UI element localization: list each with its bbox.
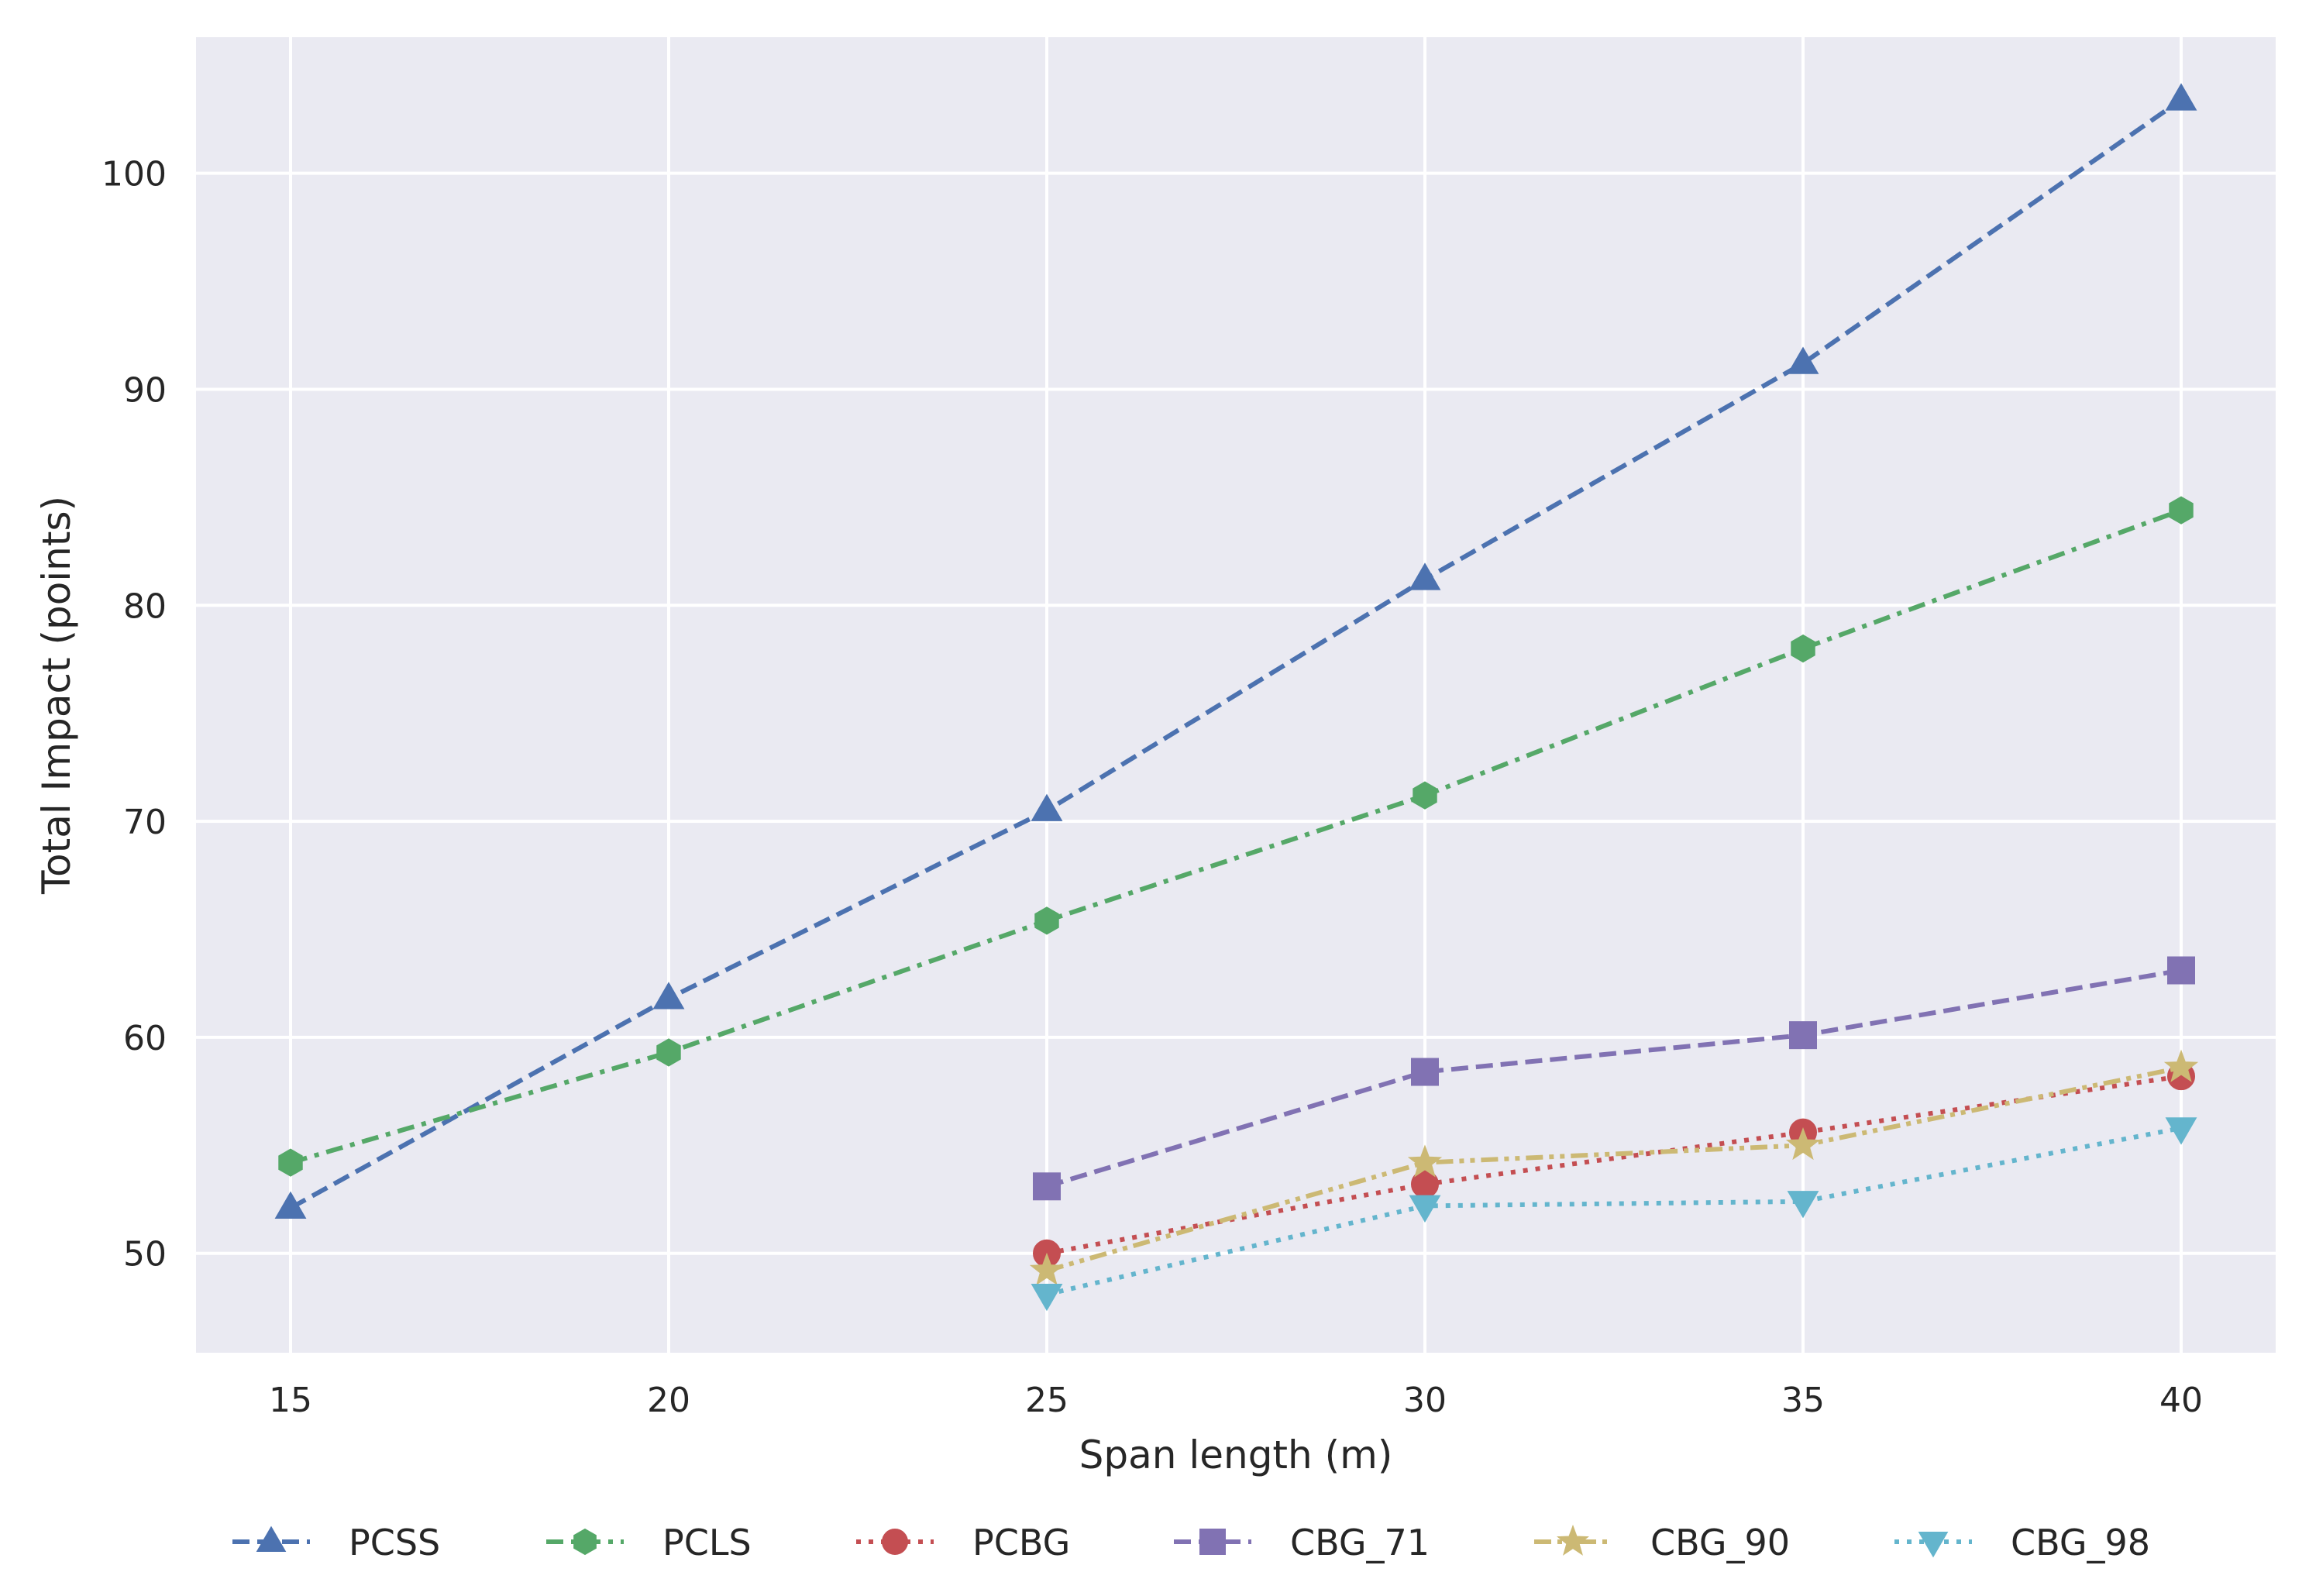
series-cbg-90 (1029, 1049, 2199, 1285)
y-tick-label: 100 (102, 155, 167, 194)
legend-item: PCBG (856, 1522, 1070, 1563)
series-line (289, 98, 2183, 1210)
data-point (2165, 83, 2197, 111)
legend-label: CBG_71 (1290, 1522, 1430, 1563)
legend-marker (573, 1528, 597, 1556)
y-tick-label: 70 (123, 803, 167, 842)
legend-label: PCSS (349, 1522, 440, 1563)
data-point (1407, 1144, 1443, 1178)
data-point (1787, 346, 1819, 374)
series-line (1046, 1074, 2182, 1256)
legend-marker (256, 1525, 287, 1552)
x-tick-labels: 15 20 25 30 35 40 (269, 1381, 2203, 1420)
x-tick-label: 15 (269, 1381, 312, 1420)
legend-marker (882, 1529, 908, 1555)
gridlines (196, 37, 2276, 1353)
y-tick-labels: 50 60 70 80 90 100 (102, 155, 167, 1274)
x-axis-label: Span length (m) (1079, 1433, 1393, 1477)
series-line (290, 507, 2183, 1165)
y-tick-label: 90 (123, 370, 167, 410)
legend-label: PCLS (662, 1522, 752, 1563)
x-tick-label: 35 (1781, 1381, 1825, 1420)
data-point (652, 982, 685, 1010)
data-point (1029, 1252, 1065, 1285)
series-line (1046, 1126, 2182, 1297)
data-point (2163, 1049, 2199, 1082)
data-point (1409, 1195, 1441, 1223)
legend-label: CBG_90 (1650, 1522, 1790, 1563)
y-tick-label: 80 (123, 586, 167, 626)
legend: PCSS PCLS PCBG CBG_71 CBG_90 CBG_98 (232, 1522, 2150, 1563)
data-point (656, 1038, 681, 1067)
legend-item: CBG_90 (1534, 1522, 1790, 1563)
data-point (1413, 781, 1437, 810)
data-point (1787, 1191, 1819, 1219)
legend-marker (1199, 1529, 1226, 1555)
y-tick-label: 60 (123, 1019, 167, 1058)
x-tick-label: 25 (1025, 1381, 1068, 1420)
data-point (1031, 793, 1063, 821)
series-group (274, 83, 2199, 1312)
x-tick-label: 20 (647, 1381, 690, 1420)
data-point (274, 1191, 307, 1219)
data-point (1031, 1283, 1063, 1312)
data-point (1033, 1172, 1061, 1201)
data-point (2167, 956, 2195, 985)
legend-label: CBG_98 (2011, 1522, 2150, 1563)
data-point (1791, 634, 1815, 663)
data-point (1409, 562, 1441, 590)
series-pcls (278, 496, 2194, 1177)
legend-marker (1556, 1524, 1590, 1556)
data-point (1789, 1021, 1817, 1050)
series-cbg-98 (1031, 1117, 2197, 1312)
series-line (1046, 1065, 2182, 1273)
x-tick-label: 40 (2159, 1381, 2203, 1420)
y-axis-label: Total Impact (points) (34, 496, 79, 895)
data-point (1785, 1127, 1821, 1161)
legend-item: CBG_98 (1894, 1522, 2150, 1563)
data-point (1411, 1058, 1439, 1086)
data-point (278, 1148, 303, 1177)
legend-item: CBG_71 (1174, 1522, 1430, 1563)
x-tick-label: 30 (1403, 1381, 1447, 1420)
series-line (1046, 968, 2182, 1189)
legend-marker (1918, 1532, 1949, 1558)
series-cbg-71 (1033, 956, 2195, 1201)
data-point (2165, 1117, 2197, 1145)
legend-item: PCLS (546, 1522, 752, 1563)
data-point (1034, 906, 1059, 935)
legend-item: PCSS (232, 1522, 440, 1563)
y-tick-label: 50 (123, 1235, 167, 1274)
series-pcss (274, 83, 2197, 1219)
legend-label: PCBG (972, 1522, 1070, 1563)
data-point (2169, 496, 2194, 525)
